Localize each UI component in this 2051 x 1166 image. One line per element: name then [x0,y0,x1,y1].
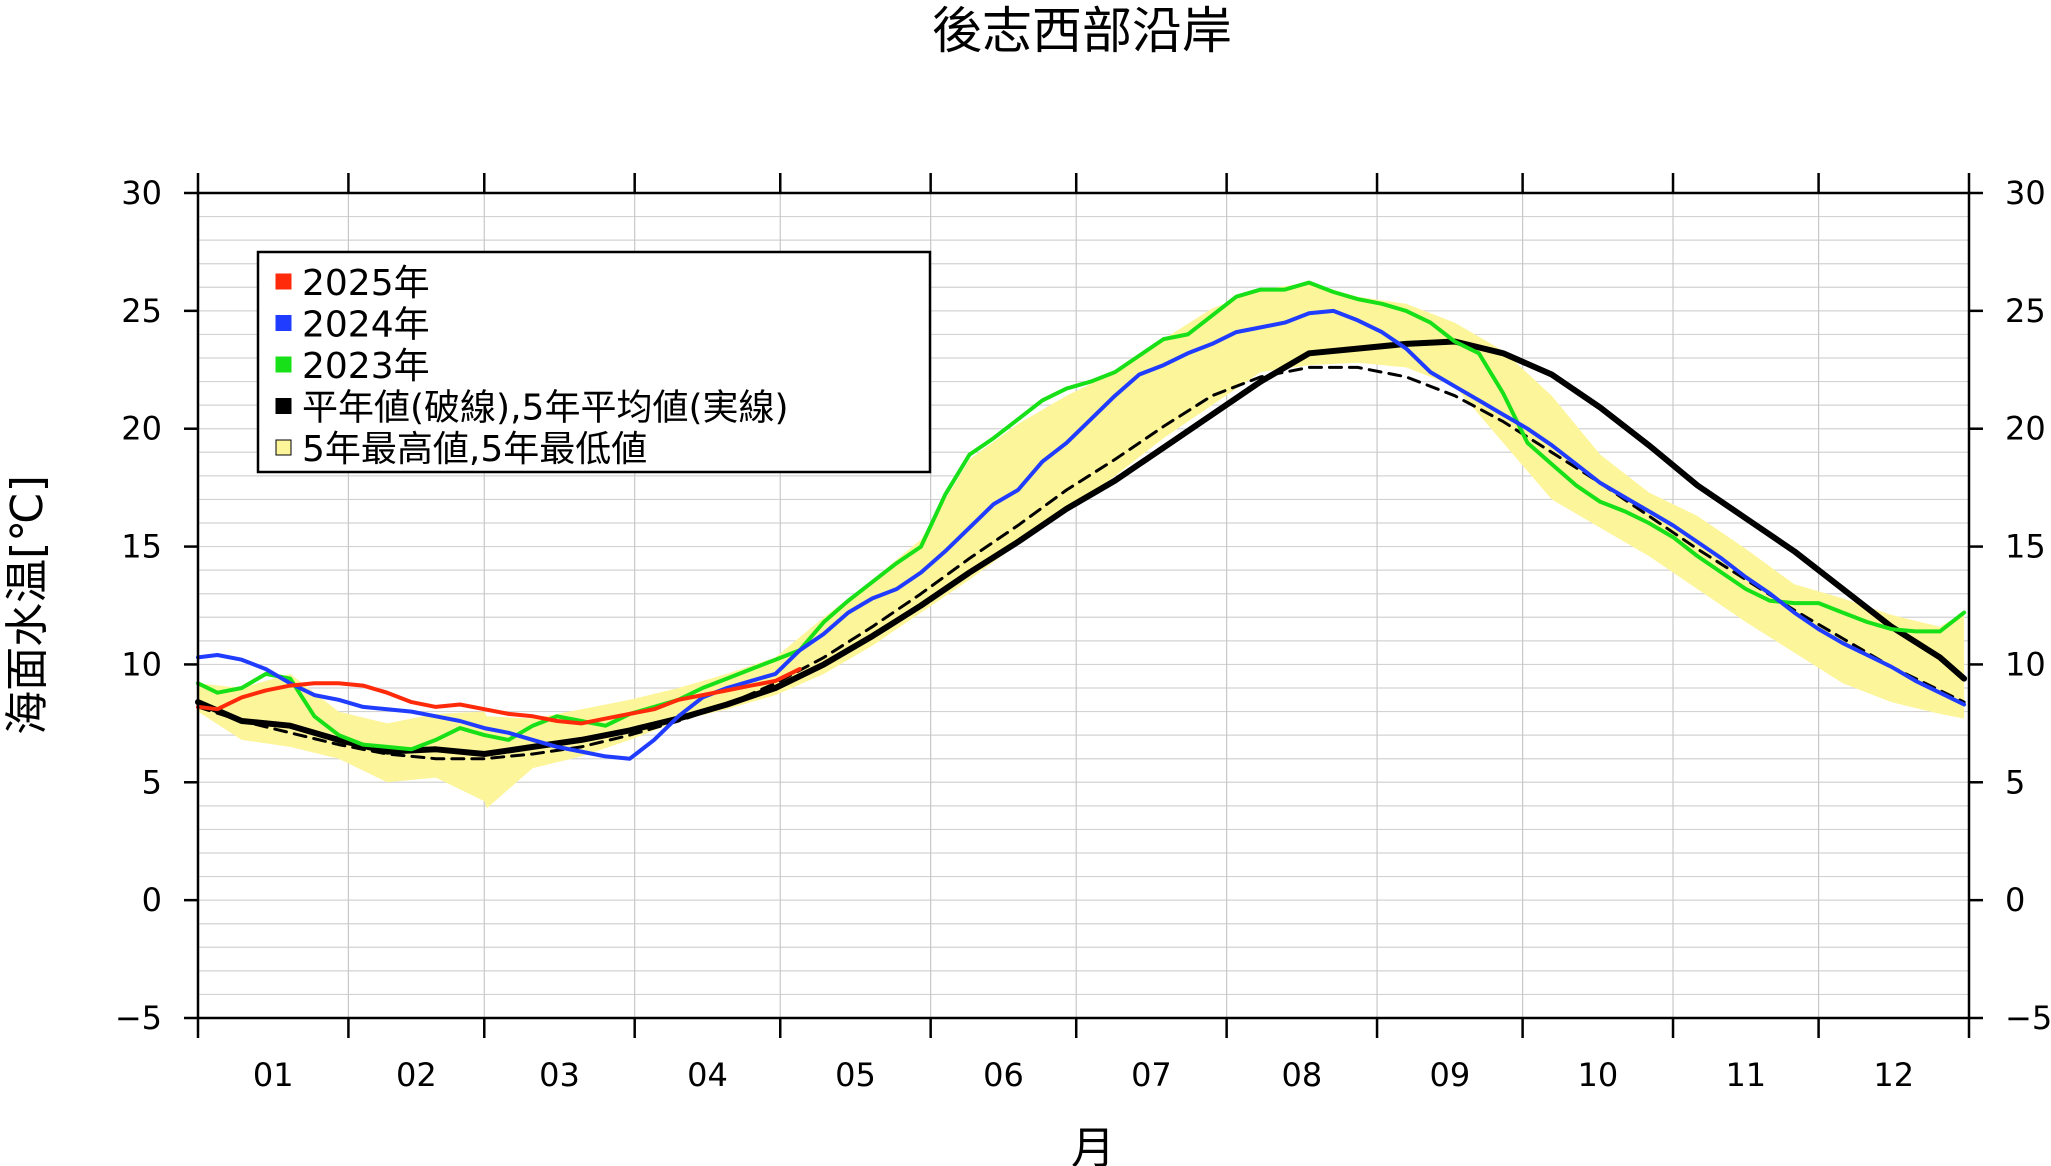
chart-title: 後志西部沿岸 [932,2,1232,60]
x-tick-label: 09 [1429,1056,1470,1094]
y-tick-label-left: 20 [121,410,162,448]
y-tick-label-right: 30 [2005,174,2046,212]
band-5yr-max-min [198,282,1965,809]
y-tick-label-right: 10 [2005,645,2046,683]
y-tick-label-left: 25 [121,292,162,330]
legend-swatch [275,398,292,414]
legend-swatch [275,356,292,373]
series-line-5yr-mean [195,338,1968,757]
series-line-normal [196,365,1966,761]
x-tick-label: 11 [1725,1056,1766,1094]
y-tick-label-left: 10 [121,645,162,683]
x-tick-label: 04 [687,1056,728,1094]
legend-label: 2025年 [302,263,430,304]
band-layer [198,282,1965,809]
x-tick-label: 06 [983,1056,1024,1094]
legend: 2025年2024年2023年平年値(破線),5年平均値(実線)5年最高値,5年… [256,250,932,474]
y-tick-label-left: −5 [115,999,162,1037]
y-tick-label-right: 25 [2005,292,2046,330]
x-axis-label: 月 [1071,1123,1115,1166]
x-tick-label: 07 [1131,1056,1172,1094]
x-tick-label: 05 [835,1056,876,1094]
y-tick-label-right: 20 [2005,410,2046,448]
y-tick-label-left: 0 [142,881,162,919]
legend-label: 5年最高値,5年最低値 [302,429,647,470]
y-tick-label-right: 0 [2005,881,2025,919]
x-tick-label: 12 [1873,1056,1914,1094]
y-tick-label-left: 5 [142,763,162,801]
series-layer [195,280,1968,761]
x-tick-label: 08 [1281,1056,1322,1094]
legend-label: 平年値(破線),5年平均値(実線) [302,388,789,429]
legend-label: 2024年 [302,305,430,346]
plot-frame [196,191,1971,1020]
x-tick-label: 03 [539,1056,580,1094]
x-tick-label: 10 [1577,1056,1618,1094]
x-tick-label: 02 [396,1056,437,1094]
series-line-2023 [196,280,1967,752]
y-tick-label-left: 15 [121,528,162,566]
y-axis-label: 海面水温[℃] [2,475,53,735]
series-line-2025 [196,667,802,726]
legend-swatch [275,315,292,331]
series-line-2024 [196,308,1967,761]
y-tick-label-right: 5 [2005,763,2025,801]
y-tick-label-right: 15 [2005,528,2046,566]
y-tick-label-left: 30 [121,174,162,212]
legend-swatch [275,439,292,456]
y-tick-label-right: −5 [2005,999,2051,1037]
legend-box [256,250,932,474]
x-tick-label: 01 [253,1056,294,1094]
legend-swatch [275,273,292,290]
legend-label: 2023年 [302,346,430,387]
